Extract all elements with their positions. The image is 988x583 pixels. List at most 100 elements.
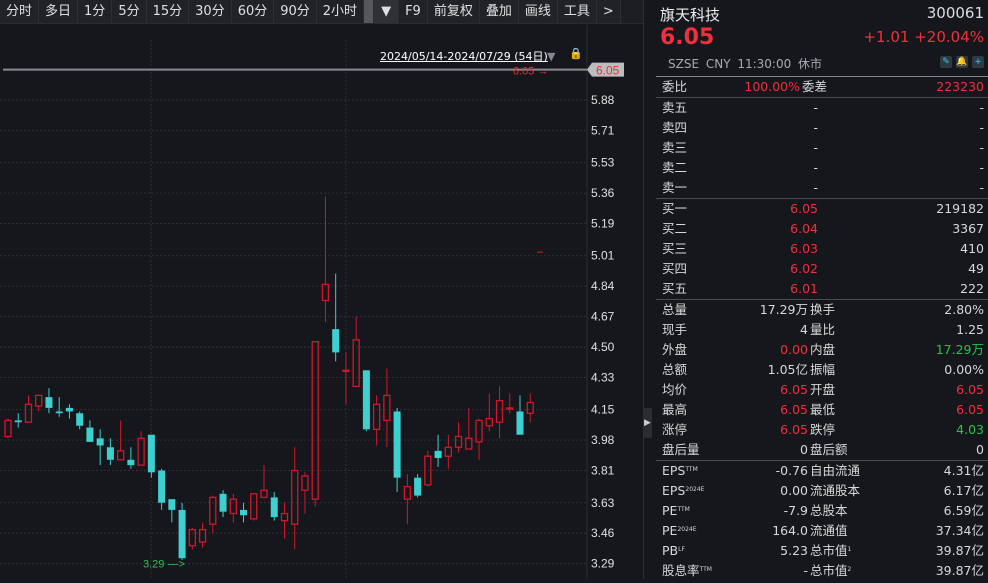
level-label: 卖五 [662, 100, 688, 115]
candle-body-down [240, 509, 248, 516]
overlay-button[interactable]: 叠加 [479, 0, 519, 23]
stat-value: 6.05 [956, 382, 984, 397]
more-button[interactable]: > [596, 0, 621, 23]
stat-label: 总额 [662, 362, 688, 377]
candle-body-up [383, 394, 391, 422]
f9-button[interactable]: F9 [399, 0, 428, 23]
stat-label: 盘后量 [662, 442, 700, 457]
period-toolbar: 分时 多日 1分 5分 15分 30分 60分 90分 2小时 ▼ F9 前复权… [0, 0, 643, 24]
stat-value: 6.05 [780, 402, 808, 417]
tab-2hour[interactable]: 2小时 [316, 0, 365, 23]
candle-body-up [424, 455, 432, 486]
stat-row: 均价 6.05 开盘 6.05 [652, 380, 988, 400]
metric-value: 6.59亿 [943, 503, 984, 518]
y-tick-label: 5.19 [591, 217, 615, 231]
stat-label: 内盘 [810, 342, 836, 357]
tab-90min[interactable]: 90分 [274, 0, 317, 23]
tab-intraday[interactable]: 分时 [0, 0, 40, 23]
tab-multi-day[interactable]: 多日 [39, 0, 79, 23]
adjust-button[interactable]: 前复权 [427, 0, 480, 23]
level-label: 买五 [662, 281, 688, 296]
tab-1min[interactable]: 1分 [78, 0, 113, 23]
y-tick-label: 5.01 [591, 249, 615, 263]
tools-button[interactable]: 工具 [557, 0, 597, 23]
metric-label: PBLF [662, 543, 685, 558]
tab-5min[interactable]: 5分 [112, 0, 147, 23]
candle-body-up [116, 450, 125, 461]
price-change: +1.01 +20.04% [863, 28, 984, 46]
y-tick-label: 5.36 [591, 186, 615, 200]
collapse-panel-icon[interactable]: ▶ [643, 408, 652, 438]
range-dropdown-icon[interactable]: ▼ [547, 50, 556, 63]
period-dropdown-icon[interactable]: ▼ [374, 0, 400, 23]
candle-body-up [250, 493, 258, 520]
date-range-link[interactable]: 2024/05/14-2024/07/29 (54日) [380, 50, 548, 63]
bid-volume: 410 [960, 241, 984, 256]
stat-row: 涨停 6.05 跌停 4.03 [652, 420, 988, 440]
fundamental-row: EPSTTM -0.76 自由流通 4.31亿 [652, 461, 988, 481]
ask-price: - [813, 180, 818, 195]
candlestick-chart[interactable]: 5.88 5.71 5.53 5.36 5.19 5.01 4.84 4.67 4.50 4.33… [0, 25, 643, 579]
stat-label: 外盘 [662, 342, 688, 357]
stat-value: 1.05亿 [767, 362, 808, 377]
candle-body-up [342, 369, 350, 372]
ask-row: 卖一 - - [652, 178, 988, 198]
metric-value: 5.23 [780, 543, 808, 558]
stat-value: 4.03 [956, 422, 984, 437]
stat-value: 17.29万 [759, 302, 808, 317]
last-price-tag [587, 62, 624, 77]
level-label: 卖三 [662, 140, 688, 155]
candle-body-down [86, 427, 94, 442]
candle-body-down [178, 509, 186, 559]
metric-label: 流通股本 [810, 483, 861, 498]
tab-30min[interactable]: 30分 [189, 0, 232, 23]
stat-row: 外盘 0.00 内盘 17.29万 [652, 340, 988, 360]
bid-volume: 219182 [936, 201, 984, 216]
plus-icon[interactable]: + [972, 56, 984, 68]
bell-icon[interactable]: 🔔 [956, 56, 968, 68]
candle-body-up [372, 403, 381, 431]
metric-label: 自由流通 [810, 463, 861, 478]
lock-icon[interactable]: 🔒 [569, 47, 583, 60]
stat-label: 现手 [662, 322, 688, 337]
y-tick-label: 3.29 [591, 557, 615, 571]
tab-selected-indicator[interactable] [364, 0, 375, 23]
ask-row: 卖二 - - [652, 158, 988, 178]
candle-body-up [321, 283, 330, 302]
stat-value: 0 [800, 442, 808, 457]
candle-body-down [147, 434, 155, 473]
order-ratio-row: 委比 100.00% 委差 223230 [652, 77, 988, 97]
metric-label: 股息率TTM [662, 563, 712, 578]
tab-60min[interactable]: 60分 [231, 0, 275, 23]
metric-label: EPS2024E [662, 483, 705, 498]
metric-value: 37.34亿 [935, 523, 984, 538]
candle-body-up [485, 417, 493, 427]
candle-body-down [14, 420, 22, 423]
candle-body-up [24, 403, 33, 423]
ask-row: 卖四 - - [652, 118, 988, 138]
bid-row: 买二 6.04 3367 [652, 219, 988, 239]
metric-value: 6.17亿 [943, 483, 984, 498]
stat-label: 盘后额 [810, 442, 848, 457]
tab-15min[interactable]: 15分 [146, 0, 190, 23]
draw-button[interactable]: 画线 [518, 0, 558, 23]
fundamental-row: PE2024E 164.0 流通值 37.34亿 [652, 521, 988, 541]
metric-label: PE2024E [662, 523, 697, 538]
candle-body-up [229, 498, 237, 515]
bid-price: 6.04 [790, 221, 818, 236]
stat-label: 总量 [662, 302, 688, 317]
candle-body-down [45, 397, 53, 408]
stat-value: 6.05 [780, 422, 808, 437]
bid-price: 6.02 [790, 261, 818, 276]
metric-label: 总股本 [810, 503, 848, 518]
candle-body-up [403, 485, 412, 500]
candle-body-down [219, 493, 227, 512]
bid-row: 买五 6.01 222 [652, 279, 988, 299]
y-tick-label: 3.63 [591, 496, 615, 510]
pencil-icon[interactable]: ✎ [940, 56, 952, 68]
level-label: 买二 [662, 221, 688, 236]
candle-body-up [198, 528, 207, 543]
y-tick-label: 5.88 [591, 93, 615, 107]
y-tick-label: 5.71 [591, 123, 615, 137]
y-tick-label: 4.15 [591, 403, 615, 417]
